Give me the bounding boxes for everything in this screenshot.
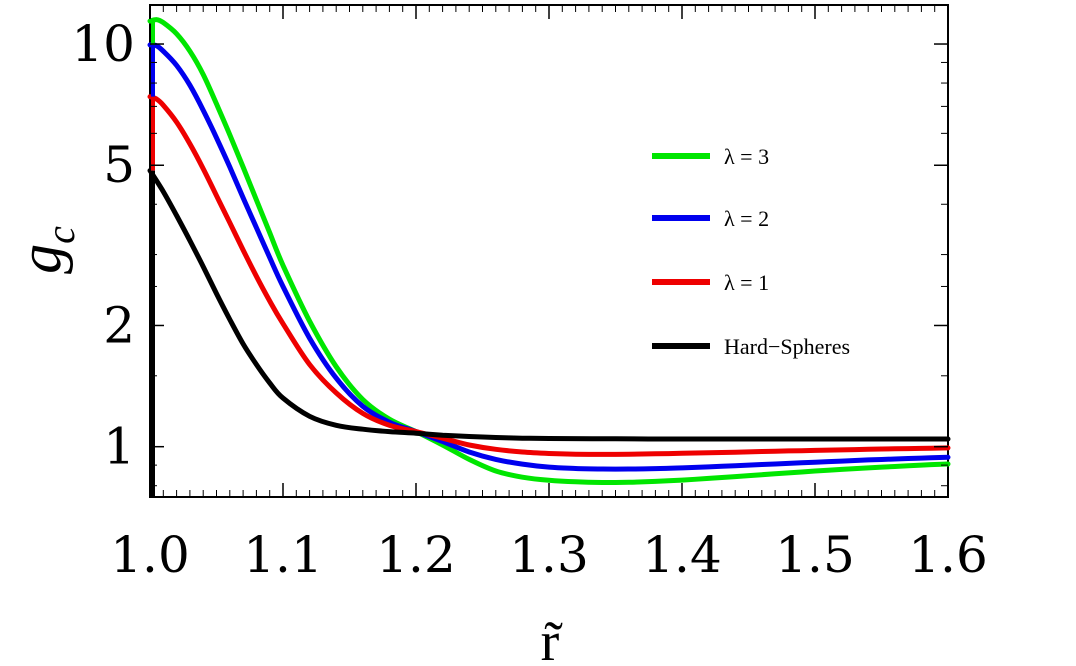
y-tick-label: 10 [71,15,135,73]
series-line-1 [147,42,951,472]
legend-label-3: Hard−Spheres [724,334,850,359]
x-tick-label: 1.2 [376,526,456,584]
legend: λ = 3 λ = 2 λ = 1 Hard−Spheres [652,144,850,359]
series-line-0 [147,17,951,485]
x-tick-label: 1.3 [509,526,589,584]
plot-frame [149,4,949,498]
series-line-2 [147,94,951,457]
series-line-3 [147,168,951,442]
y-axis-title: gc [7,226,83,274]
x-tick-label: 1.1 [243,526,323,584]
y-tick-label: 2 [103,296,135,354]
series-layer [147,17,951,497]
legend-label-0: λ = 3 [724,144,769,169]
x-axis-title: r̃ [541,611,564,666]
x-tick-label: 1.5 [775,526,855,584]
legend-label-2: λ = 1 [724,270,769,295]
ticks-layer: 1.0 1.1 1.2 1.3 1.4 1.5 1.6 1 2 5 10 [71,5,988,584]
svg-text:gc: gc [7,226,83,274]
x-tick-label: 1.6 [908,526,988,584]
legend-label-1: λ = 2 [724,206,769,231]
y-axis-title-main: g [7,244,73,274]
y-tick-label: 5 [103,136,135,194]
x-tick-label: 1.4 [642,526,722,584]
x-tick-label: 1.0 [110,526,190,584]
y-axis-title-subscript: c [38,226,83,244]
y-tick-label: 1 [103,418,135,476]
